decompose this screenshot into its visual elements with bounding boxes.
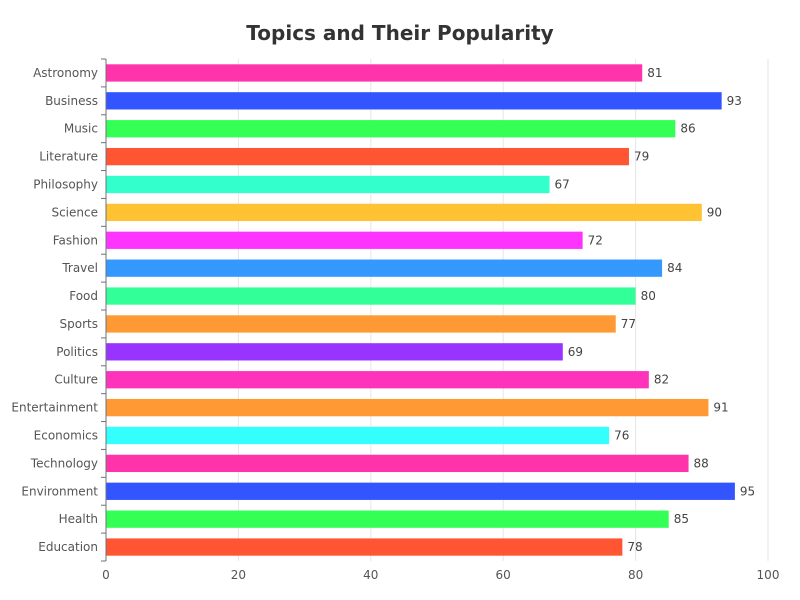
x-tick-label: 100 bbox=[757, 568, 780, 582]
y-tick-label: Philosophy bbox=[33, 178, 98, 192]
bar-value-label: 77 bbox=[621, 317, 636, 331]
bar-technology bbox=[106, 454, 689, 473]
y-tick-label: Science bbox=[51, 205, 98, 219]
y-tick-label: Sports bbox=[60, 317, 98, 331]
y-tick-label: Fashion bbox=[53, 233, 98, 247]
y-tick-label: Education bbox=[38, 540, 98, 554]
bar-value-label: 78 bbox=[627, 540, 642, 554]
bar-fashion bbox=[106, 231, 583, 249]
bar-science bbox=[106, 203, 702, 222]
bar-economics bbox=[106, 426, 610, 445]
bar-philosophy bbox=[106, 175, 550, 194]
bar-entertainment bbox=[106, 398, 709, 417]
y-tick-label: Technology bbox=[30, 456, 98, 470]
bar-business bbox=[106, 92, 722, 110]
bar-value-label: 82 bbox=[654, 373, 669, 387]
bar-education bbox=[106, 538, 623, 556]
bar-music bbox=[106, 120, 676, 138]
bar-politics bbox=[106, 343, 563, 361]
bar-value-label: 85 bbox=[674, 512, 689, 526]
bar-value-label: 79 bbox=[634, 150, 649, 164]
y-tick-label: Food bbox=[69, 289, 98, 303]
bar-value-label: 69 bbox=[568, 345, 583, 359]
bar-value-label: 88 bbox=[694, 456, 709, 470]
y-tick-label: Entertainment bbox=[11, 401, 98, 415]
bar-astronomy bbox=[106, 64, 643, 82]
y-tick-label: Politics bbox=[56, 345, 98, 359]
bar-health bbox=[106, 510, 669, 528]
bar-value-label: 76 bbox=[614, 429, 629, 443]
x-tick-label: 0 bbox=[102, 568, 110, 582]
y-tick-label: Culture bbox=[54, 373, 98, 387]
y-tick-label: Economics bbox=[34, 429, 98, 443]
bar-value-label: 72 bbox=[588, 233, 603, 247]
x-tick-label: 60 bbox=[496, 568, 511, 582]
x-tick-label: 40 bbox=[363, 568, 378, 582]
grid-lines bbox=[237, 59, 769, 561]
bar-value-label: 81 bbox=[647, 66, 662, 80]
bar-food bbox=[106, 287, 636, 305]
y-tick-label: Literature bbox=[39, 150, 98, 164]
chart-title: Topics and Their Popularity bbox=[246, 21, 553, 45]
bar-value-label: 90 bbox=[707, 205, 722, 219]
bar-travel bbox=[106, 259, 663, 277]
bar-value-label: 80 bbox=[641, 289, 656, 303]
y-tick-label: Travel bbox=[61, 261, 98, 275]
y-tick-label: Health bbox=[59, 512, 98, 526]
y-tick-label: Business bbox=[45, 94, 98, 108]
bar-sports bbox=[106, 315, 616, 333]
bar-value-label: 84 bbox=[667, 261, 682, 275]
y-tick-label: Environment bbox=[21, 484, 98, 498]
bar-culture bbox=[106, 371, 649, 389]
bars: 81 93 86 79 67 90 72 84 80 77 69 82 91 76 88 95 85 78 bbox=[106, 64, 755, 556]
bar-value-label: 95 bbox=[740, 484, 755, 498]
bar-literature bbox=[106, 147, 629, 166]
y-tick-label: Astronomy bbox=[33, 66, 98, 80]
bar-value-label: 93 bbox=[727, 94, 742, 108]
bar-value-label: 86 bbox=[680, 122, 695, 136]
x-tick-label: 20 bbox=[231, 568, 246, 582]
x-tick-label: 80 bbox=[628, 568, 643, 582]
bar-environment bbox=[106, 482, 735, 500]
axes: 0 20 40 60 80 100 Astronomy Business Music Litera… bbox=[11, 58, 780, 582]
bar-value-label: 91 bbox=[713, 401, 728, 415]
bar-value-label: 67 bbox=[555, 178, 570, 192]
y-tick-label: Music bbox=[64, 122, 98, 136]
